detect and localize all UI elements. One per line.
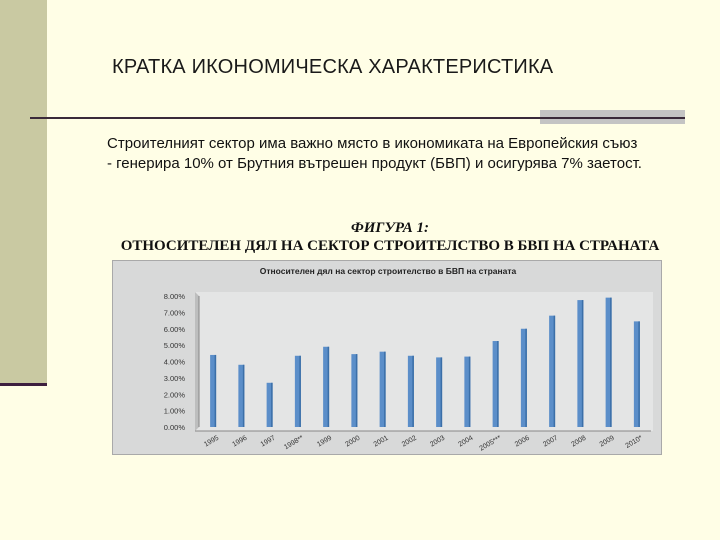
y-tick-label: 3.00% — [164, 374, 186, 383]
body-line-2: - генерира 10% от Брутния вътрешен проду… — [107, 155, 642, 172]
x-tick-label: 2008 — [570, 435, 587, 449]
bar-shade — [355, 354, 358, 427]
bar — [464, 356, 471, 427]
bar-shade — [214, 354, 217, 427]
body-line-1: Строителният сектор има важно място в ик… — [107, 135, 638, 152]
x-tick-label: 1999 — [316, 435, 333, 449]
x-tick-label: 2000 — [344, 435, 361, 449]
y-tick-label: 2.00% — [164, 390, 186, 399]
figure-heading: ФИГУРА 1: ОТНОСИТЕЛЕН ДЯЛ НА СЕКТОР СТРО… — [110, 220, 670, 255]
bar — [379, 351, 386, 427]
bar-shade — [299, 355, 301, 427]
title-rule — [30, 117, 685, 119]
bar-shade — [553, 315, 556, 427]
bar-shade — [327, 346, 330, 427]
chart-title: Относителен дял на сектор строителство в… — [260, 266, 517, 276]
y-tick-label: 4.00% — [164, 358, 186, 367]
bar — [549, 315, 556, 427]
figure-label: ФИГУРА 1: — [350, 220, 429, 236]
y-tick-label: 5.00% — [164, 341, 186, 350]
y-tick-label: 1.00% — [164, 407, 186, 416]
bar — [323, 346, 330, 427]
y-tick-label: 7.00% — [164, 308, 186, 317]
y-tick-label: 6.00% — [164, 325, 186, 334]
left-decorative-band — [0, 0, 47, 386]
bar — [294, 355, 301, 427]
bar — [238, 364, 245, 427]
plot-area — [195, 292, 653, 431]
x-tick-label: 1998** — [283, 435, 305, 452]
bar-shade — [525, 328, 527, 427]
bar — [633, 321, 640, 427]
x-tick-label: 2007 — [542, 435, 559, 449]
bar — [210, 354, 217, 427]
bar-shade — [497, 341, 499, 427]
x-tick-label: 2009 — [599, 435, 616, 449]
bar — [266, 382, 273, 427]
bar — [436, 357, 443, 427]
bar-shade — [440, 357, 443, 427]
bar-shade — [468, 356, 471, 427]
bar-chart: Относителен дял на сектор строителство в… — [164, 266, 653, 453]
x-tick-label: 2010* — [625, 435, 645, 450]
x-tick-label: 2005*** — [479, 435, 503, 453]
y-tick-label: 8.00% — [164, 292, 186, 301]
bar-shade — [412, 355, 414, 427]
slide-title: КРАТКА ИКОНОМИЧЕСКА ХАРАКТЕРИСТИКА — [112, 56, 554, 78]
bar — [577, 300, 584, 427]
bar — [351, 354, 358, 427]
x-tick-label: 2002 — [401, 435, 418, 449]
y-tick-label: 0.00% — [164, 423, 186, 432]
bar-shade — [638, 321, 640, 427]
bar — [605, 297, 612, 427]
bar-shade — [271, 382, 273, 427]
x-tick-label: 2006 — [514, 435, 531, 449]
bar — [520, 328, 527, 427]
bar-shade — [610, 297, 612, 427]
bar-shade — [242, 364, 245, 427]
x-tick-label: 1995 — [203, 435, 220, 449]
figure-title: ОТНОСИТЕЛЕН ДЯЛ НА СЕКТОР СТРОИТЕЛСТВО В… — [120, 238, 660, 254]
bar-shade — [581, 300, 584, 427]
bar-shade — [384, 351, 386, 427]
x-tick-label: 1997 — [260, 435, 277, 449]
x-tick-label: 2001 — [373, 435, 390, 449]
x-tick-label: 2004 — [457, 435, 474, 449]
bar — [492, 341, 499, 427]
chart-frame: Относителен дял на сектор строителство в… — [112, 260, 662, 455]
bar — [407, 355, 414, 427]
plot-wall — [195, 292, 199, 431]
x-tick-label: 1996 — [231, 435, 248, 449]
x-tick-label: 2003 — [429, 435, 446, 449]
body-text: Строителният сектор има важно място в ик… — [107, 134, 707, 174]
